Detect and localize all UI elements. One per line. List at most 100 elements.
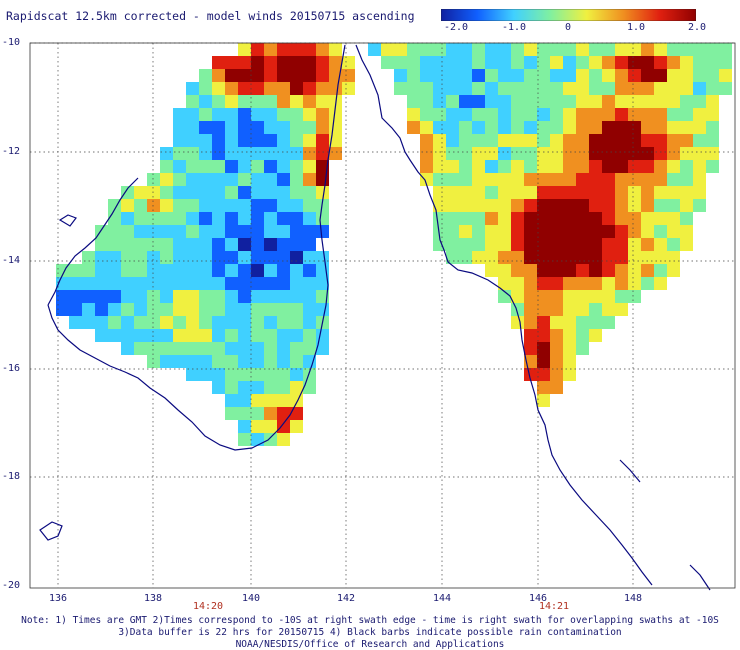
wind-cell <box>693 160 706 173</box>
wind-cell <box>680 160 693 173</box>
wind-cell <box>264 82 277 95</box>
wind-cell <box>511 43 524 56</box>
wind-cell <box>290 290 303 303</box>
wind-cell <box>251 160 264 173</box>
wind-cell <box>537 147 550 160</box>
wind-cell <box>498 238 511 251</box>
wind-cell <box>264 95 277 108</box>
wind-cell <box>589 134 602 147</box>
wind-cell <box>277 342 290 355</box>
colorbar-label: 1.0 <box>626 22 646 33</box>
wind-cell <box>420 43 433 56</box>
wind-cell <box>329 108 342 121</box>
wind-cell <box>550 69 563 82</box>
wind-cell <box>108 212 121 225</box>
wind-cell <box>563 108 576 121</box>
wind-cell <box>238 134 251 147</box>
wind-cell <box>407 43 420 56</box>
wind-cell <box>264 43 277 56</box>
wind-cell <box>264 212 277 225</box>
wind-cell <box>212 251 225 264</box>
wind-cell <box>602 43 615 56</box>
wind-cell <box>472 173 485 186</box>
wind-cell <box>173 316 186 329</box>
swath-time-label: 14:20 <box>192 601 224 612</box>
wind-cell <box>225 238 238 251</box>
wind-cell <box>472 108 485 121</box>
wind-cell <box>511 186 524 199</box>
wind-cell <box>303 329 316 342</box>
wind-cell <box>602 173 615 186</box>
wind-cell <box>173 121 186 134</box>
wind-cell <box>225 381 238 394</box>
wind-cell <box>303 355 316 368</box>
wind-cell <box>121 316 134 329</box>
wind-cell <box>511 212 524 225</box>
wind-cell <box>108 199 121 212</box>
wind-cell <box>290 108 303 121</box>
wind-cell <box>316 342 329 355</box>
wind-cell <box>550 303 563 316</box>
wind-cell <box>667 56 680 69</box>
wind-cell <box>459 186 472 199</box>
wind-cell <box>277 251 290 264</box>
wind-cell <box>316 277 329 290</box>
wind-cell <box>277 420 290 433</box>
wind-cell <box>186 82 199 95</box>
wind-cell <box>212 69 225 82</box>
wind-cell <box>615 56 628 69</box>
wind-cell <box>459 69 472 82</box>
wind-cell <box>303 199 316 212</box>
wind-cell <box>303 225 316 238</box>
wind-cell <box>212 264 225 277</box>
wind-cell <box>563 121 576 134</box>
wind-cell <box>303 303 316 316</box>
wind-cell <box>537 95 550 108</box>
wind-cell <box>225 394 238 407</box>
wind-cell <box>303 134 316 147</box>
wind-cell <box>303 147 316 160</box>
wind-cell <box>147 303 160 316</box>
wind-cell <box>602 186 615 199</box>
wind-cell <box>498 56 511 69</box>
wind-cell <box>693 95 706 108</box>
wind-cell <box>238 56 251 69</box>
wind-cell <box>589 186 602 199</box>
wind-cell <box>329 134 342 147</box>
wind-cell <box>212 277 225 290</box>
wind-cell <box>147 290 160 303</box>
wind-cell <box>251 251 264 264</box>
wind-cell <box>225 199 238 212</box>
wind-cell <box>264 329 277 342</box>
wind-cell <box>238 264 251 277</box>
wind-cell <box>563 316 576 329</box>
wind-cell <box>290 95 303 108</box>
wind-cell <box>446 225 459 238</box>
wind-cell <box>537 199 550 212</box>
wind-cell <box>407 108 420 121</box>
wind-cell <box>420 108 433 121</box>
wind-cell <box>628 290 641 303</box>
wind-cell <box>589 95 602 108</box>
wind-cell <box>485 199 498 212</box>
wind-cell <box>277 82 290 95</box>
wind-cell <box>498 251 511 264</box>
wind-cell <box>303 212 316 225</box>
wind-cell <box>589 290 602 303</box>
wind-cell <box>628 95 641 108</box>
wind-cell <box>134 329 147 342</box>
wind-cell <box>316 69 329 82</box>
wind-cell <box>706 147 719 160</box>
wind-cell <box>199 69 212 82</box>
wind-cell <box>615 108 628 121</box>
wind-cell <box>134 303 147 316</box>
wind-cell <box>212 134 225 147</box>
wind-cell <box>238 290 251 303</box>
wind-cell <box>121 212 134 225</box>
wind-cell <box>186 95 199 108</box>
wind-cell <box>212 212 225 225</box>
wind-cell <box>82 264 95 277</box>
wind-cell <box>186 342 199 355</box>
wind-cell <box>264 147 277 160</box>
wind-cell <box>550 147 563 160</box>
